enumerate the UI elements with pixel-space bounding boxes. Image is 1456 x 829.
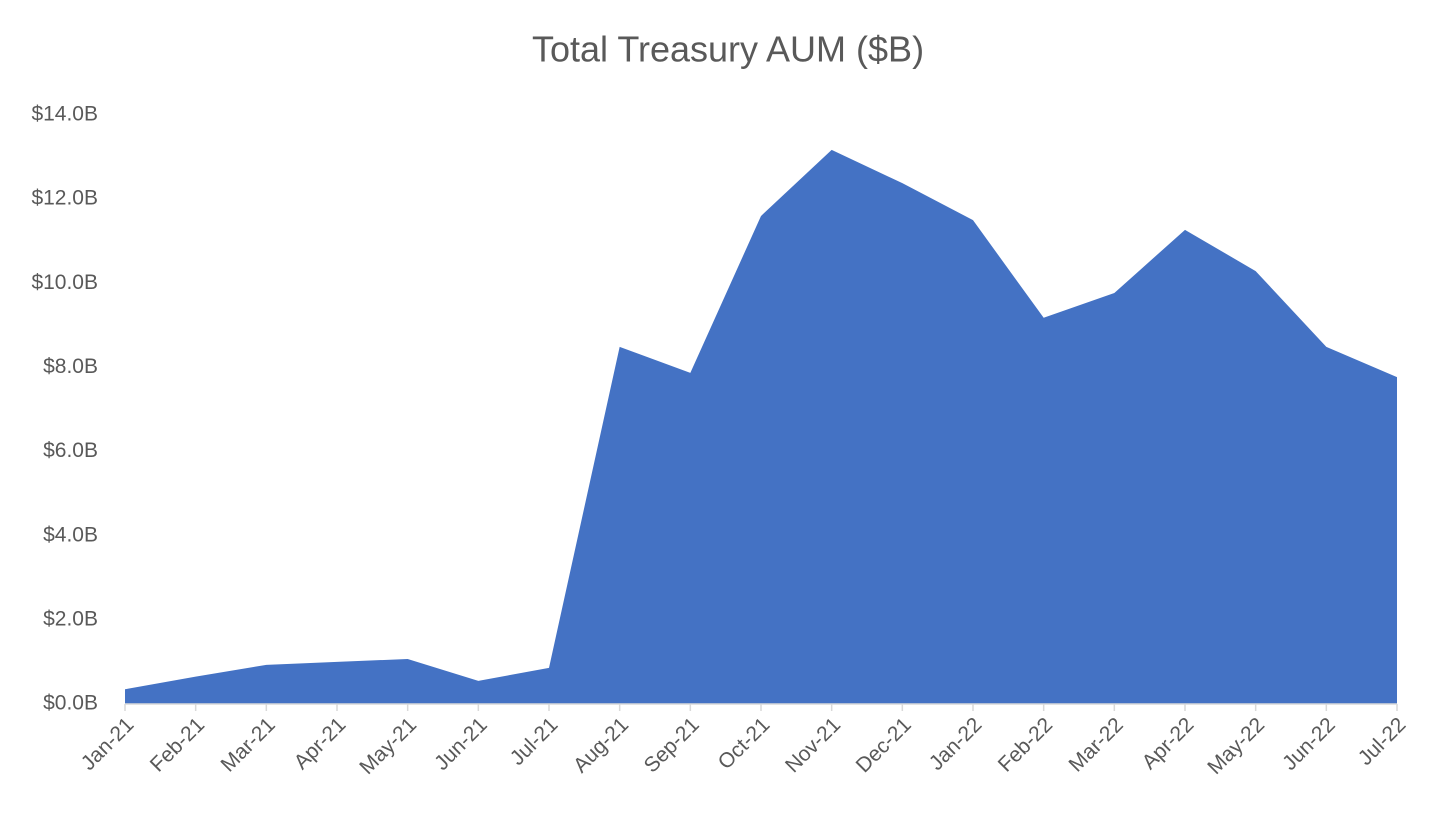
x-tick-label: Apr-22	[1138, 713, 1199, 774]
y-tick-label: $12.0B	[31, 187, 98, 210]
x-tick-label: May-22	[1203, 713, 1269, 779]
y-tick-label: $4.0B	[43, 523, 98, 546]
chart-title: Total Treasury AUM ($B)	[532, 29, 924, 70]
x-tick-label: Feb-21	[146, 713, 209, 776]
x-tick-label: Jul-21	[506, 713, 563, 770]
y-tick-label: $0.0B	[43, 692, 98, 715]
x-tick-label: Mar-21	[216, 713, 279, 776]
y-tick-label: $8.0B	[43, 355, 98, 378]
x-tick-label: Nov-21	[781, 713, 845, 777]
x-tick-label: Jun-21	[430, 713, 492, 775]
x-tick-label: Jul-22	[1354, 713, 1411, 770]
y-tick-label: $2.0B	[43, 607, 98, 630]
x-tick-label: Jun-22	[1278, 713, 1340, 775]
area	[125, 149, 1397, 704]
x-tick-label: May-21	[355, 713, 421, 779]
x-tick-label: Jan-21	[77, 713, 139, 775]
y-tick-label: $10.0B	[31, 271, 98, 294]
x-tick-label: Dec-21	[852, 713, 916, 777]
x-tick-label: Sep-21	[640, 713, 704, 777]
x-tick-label: Apr-21	[290, 713, 351, 774]
x-tick-label: Mar-22	[1064, 713, 1127, 776]
y-tick-label: $14.0B	[31, 103, 98, 126]
x-tick-label: Feb-22	[994, 713, 1057, 776]
x-tick-label: Oct-21	[714, 713, 775, 774]
x-tick-label: Jan-22	[925, 713, 987, 775]
x-tick-label: Aug-21	[569, 713, 633, 777]
y-tick-label: $6.0B	[43, 439, 98, 462]
